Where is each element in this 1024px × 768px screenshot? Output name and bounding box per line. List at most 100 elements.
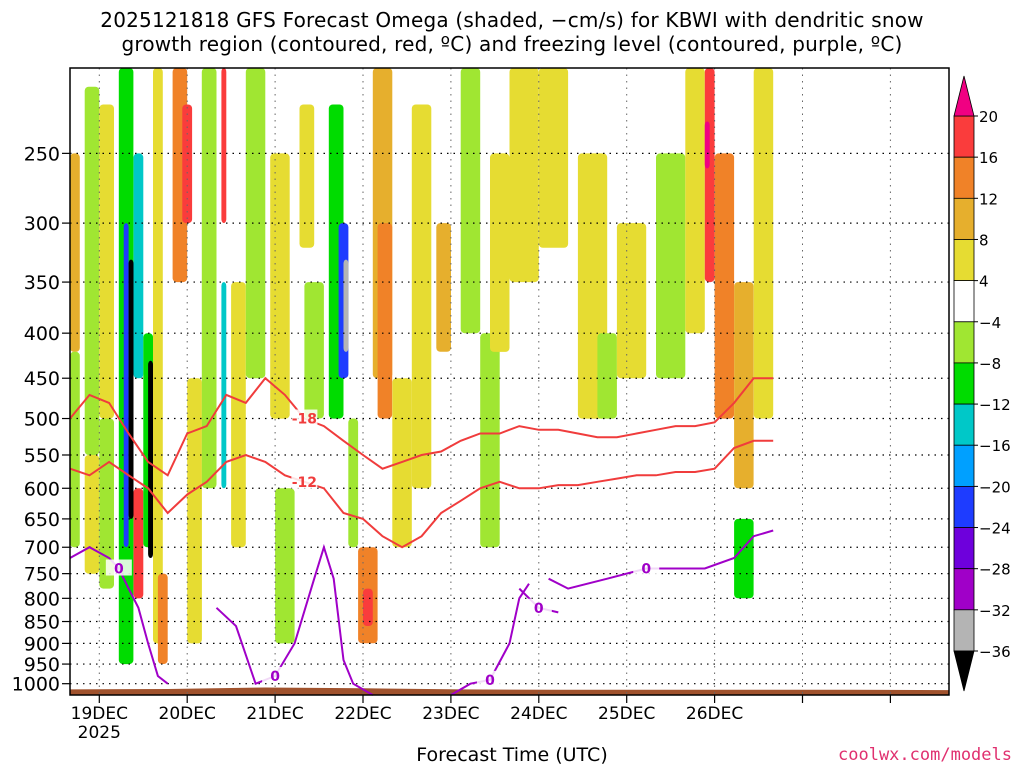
- title-line-2: growth region (contoured, red, ºC) and f…: [121, 32, 903, 56]
- colorbar-tick-label: −16: [979, 437, 1011, 455]
- colorbar-swatch: [953, 115, 975, 158]
- colorbar-swatch: [953, 485, 975, 528]
- contour-label-bg: [525, 598, 552, 615]
- contour-label: 0: [270, 669, 280, 685]
- credit-text: coolwx.com/models: [838, 745, 1012, 765]
- contour-label-bg: [105, 559, 132, 576]
- title-line-1: 2025121818 GFS Forecast Omega (shaded, −…: [100, 8, 924, 32]
- plot-frame: [69, 67, 950, 696]
- omega-cell: [128, 259, 134, 519]
- omega-cell: [182, 104, 193, 224]
- colorbar-swatch: [953, 239, 975, 282]
- contour-label-bg: [262, 666, 289, 683]
- omega-cell: [714, 153, 735, 419]
- contour-label: 0: [641, 562, 651, 578]
- colorbar-tick-label: 4: [979, 273, 989, 291]
- omega-cell: [753, 68, 774, 419]
- colorbar-tick-label: −24: [979, 520, 1011, 538]
- y-tick-label: 450: [24, 368, 60, 390]
- omega-cell: [70, 351, 80, 548]
- omega-cell: [348, 418, 359, 548]
- y-tick-label: 500: [24, 409, 60, 431]
- contour-label: 0: [485, 673, 495, 689]
- colorbar-swatch: [953, 280, 975, 323]
- colorbar-swatch: [953, 156, 975, 199]
- y-tick-label: 750: [24, 564, 60, 586]
- terrain-area: [70, 687, 949, 695]
- colorbar-tick-label: −28: [979, 561, 1011, 579]
- x-tick-label: 25DEC: [598, 704, 655, 724]
- omega-cell: [157, 573, 168, 664]
- omega-cell: [133, 153, 144, 379]
- y-tick-label: 850: [24, 612, 60, 634]
- omega-cell: [133, 488, 144, 599]
- omega-cell: [460, 68, 481, 334]
- chart-title: 2025121818 GFS Forecast Omega (shaded, −…: [0, 8, 1024, 56]
- freezing-contour: [548, 529, 774, 590]
- colorbar-tick-label: −4: [979, 314, 1001, 332]
- y-tick-label: 900: [24, 633, 60, 655]
- omega-cell: [70, 153, 80, 352]
- colorbar-swatch: [953, 197, 975, 240]
- omega-cell: [480, 333, 500, 548]
- omega-cell: [245, 68, 266, 379]
- omega-cell: [704, 121, 710, 169]
- y-tick-label: 650: [24, 509, 60, 531]
- omega-cell: [704, 68, 715, 283]
- contour-label-bg: [633, 559, 660, 576]
- y-tick-label: 250: [24, 143, 60, 165]
- freezing-contour: [450, 583, 530, 696]
- grid-layer: [70, 68, 949, 695]
- omega-cell: [436, 223, 451, 352]
- omega-cell: [656, 153, 686, 379]
- x-tick-label: 19DEC: [71, 704, 128, 724]
- colorbar-swatch: [953, 403, 975, 446]
- omega-cell: [84, 86, 100, 455]
- x-tick-label: 22DEC: [334, 704, 391, 724]
- omega-cell: [616, 223, 647, 379]
- freezing-contour: [215, 543, 374, 696]
- colorbar-swatch: [953, 321, 975, 364]
- omega-shading-layer: [70, 68, 774, 665]
- dendritic-contour: [69, 376, 774, 477]
- omega-cell: [734, 518, 754, 599]
- omega-cell: [597, 333, 617, 419]
- omega-cell: [411, 104, 432, 489]
- omega-cell: [231, 282, 246, 548]
- omega-cell: [153, 68, 163, 644]
- x-axis: 19DEC 20DEC 21DEC 22DEC 23DEC 24DEC 25DEC 26DEC…: [71, 695, 892, 743]
- omega-cell: [490, 153, 510, 352]
- omega-cell: [304, 282, 324, 419]
- y-tick-label: 600: [24, 478, 60, 500]
- y-tick-label: 400: [24, 323, 60, 345]
- y-tick-label: 1000: [12, 674, 60, 696]
- omega-cell: [221, 282, 227, 489]
- x-year-label: 2025: [78, 723, 121, 743]
- colorbar-upper-arrow: [953, 75, 975, 117]
- colorbar-tick-label: −20: [979, 478, 1011, 496]
- colorbar-lower-arrow: [953, 650, 975, 692]
- dendritic-contour: [69, 439, 774, 549]
- omega-cell: [201, 68, 217, 489]
- colorbar-swatch: [953, 444, 975, 487]
- colorbar-tick-label: −8: [979, 355, 1001, 373]
- omega-cell: [84, 455, 100, 574]
- colorbar-swatch: [953, 609, 975, 652]
- x-tick-label: 24DEC: [510, 704, 567, 724]
- omega-cell: [148, 360, 153, 558]
- x-axis-title: Forecast Time (UTC): [416, 744, 608, 766]
- omega-cell: [123, 223, 129, 548]
- omega-cell: [275, 488, 295, 644]
- omega-cell: [99, 104, 114, 419]
- colorbar-tick-label: −12: [979, 396, 1011, 414]
- contour-label: 0: [534, 601, 544, 617]
- colorbar: 20 16 12 8 4 −4 −8 −12 −16 −20 −24 −28 −32 −36: [953, 75, 1011, 692]
- contour-label: -12: [292, 475, 317, 491]
- x-tick-label: 21DEC: [246, 704, 303, 724]
- x-tick-label: 26DEC: [686, 704, 743, 724]
- colorbar-tick-label: −36: [979, 643, 1011, 661]
- omega-cell: [734, 282, 754, 489]
- contour-label-bg: [291, 472, 318, 489]
- omega-cell: [270, 153, 290, 419]
